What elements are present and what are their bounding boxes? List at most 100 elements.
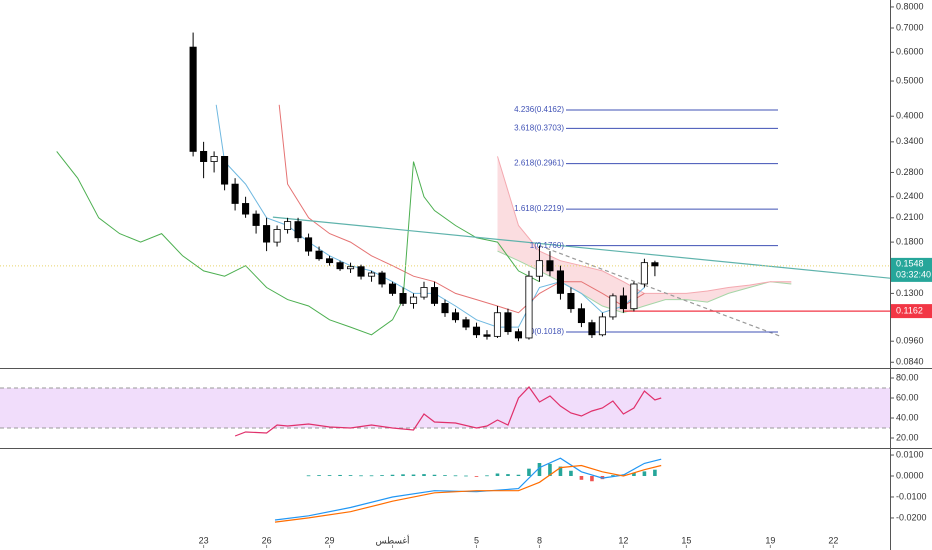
candle-body bbox=[189, 46, 197, 152]
candle-body bbox=[263, 225, 271, 243]
y-tick-label: 0.2400 bbox=[896, 191, 924, 201]
candle-body bbox=[598, 316, 606, 336]
fib-level-label: 4.236(0.4162) bbox=[514, 105, 564, 114]
candle-body bbox=[472, 326, 481, 336]
candle-body bbox=[378, 272, 386, 285]
histogram-bar bbox=[558, 466, 563, 477]
y-tick-label: 0.5000 bbox=[896, 75, 924, 85]
y-tick-label: 80.00 bbox=[896, 372, 919, 382]
x-tick-label: 8 bbox=[537, 535, 542, 545]
candle-body bbox=[535, 260, 544, 277]
candle-body bbox=[231, 183, 239, 204]
fib-level-label: 3.618(0.3703) bbox=[514, 123, 564, 132]
histogram-bar bbox=[422, 474, 426, 477]
histogram-bar bbox=[632, 472, 636, 477]
candle-body bbox=[630, 283, 638, 310]
y-tick-label: 0.4000 bbox=[896, 111, 924, 121]
histogram-bar bbox=[590, 476, 594, 482]
y-tick-label: 0.0840 bbox=[896, 357, 924, 367]
alert-tag bbox=[891, 304, 932, 319]
candle-body bbox=[441, 303, 449, 314]
candle-body bbox=[483, 334, 491, 337]
candle-body bbox=[514, 331, 523, 339]
histogram-bar bbox=[380, 475, 384, 477]
candle-body bbox=[252, 213, 260, 226]
candle-body bbox=[221, 156, 229, 185]
candle-body bbox=[504, 312, 512, 333]
candle-body bbox=[567, 293, 575, 310]
y-tick-label: 0.3400 bbox=[896, 136, 924, 146]
candle-body bbox=[462, 319, 470, 328]
candle-body bbox=[588, 322, 596, 336]
candle-body bbox=[525, 275, 533, 339]
y-tick-label: 0.6000 bbox=[896, 47, 924, 57]
candle-body bbox=[430, 287, 439, 304]
histogram-bar bbox=[506, 474, 510, 477]
histogram-bar bbox=[653, 469, 657, 477]
y-tick-label: 0.7000 bbox=[896, 22, 924, 32]
ichimoku-cloud bbox=[497, 156, 792, 313]
y-tick-label: 0.0000 bbox=[896, 470, 924, 480]
y-tick-label: 0.0100 bbox=[896, 449, 924, 459]
histogram-bar bbox=[642, 471, 647, 477]
candle-body bbox=[242, 203, 250, 215]
candle-body bbox=[493, 312, 502, 337]
band-fill bbox=[0, 388, 890, 428]
countdown-label: 03:32:40 bbox=[896, 269, 931, 279]
x-tick-label: 26 bbox=[262, 535, 272, 545]
y-tick-label: 0.8000 bbox=[896, 1, 924, 11]
histogram-bar bbox=[548, 463, 552, 477]
histogram-bar bbox=[579, 476, 584, 480]
candle-body bbox=[294, 221, 302, 239]
histogram-bar bbox=[443, 475, 447, 477]
pane: 4.236(0.4162) 3.618(0.3703) 2.618(0.2961) 1… bbox=[0, 32, 890, 342]
candle-body bbox=[326, 258, 334, 264]
y-tick-label: 0.2100 bbox=[896, 212, 924, 222]
trend-line bbox=[272, 216, 890, 279]
last-price-label: 0.1548 bbox=[896, 258, 924, 268]
candle-body bbox=[210, 156, 218, 162]
fib-level-label: 0(0.1018) bbox=[530, 327, 565, 336]
pane bbox=[0, 386, 890, 437]
histogram-bar bbox=[359, 475, 363, 477]
pane bbox=[274, 457, 662, 523]
histogram-bar bbox=[317, 475, 321, 477]
cloud-span-a bbox=[497, 250, 792, 314]
x-tick-label: 23 bbox=[199, 535, 209, 545]
candle-body bbox=[284, 221, 292, 230]
x-tick-label: 12 bbox=[618, 535, 628, 545]
y-tick-label: 40.00 bbox=[896, 412, 919, 422]
histogram-bar bbox=[569, 470, 573, 477]
y-tick-label: 0.1800 bbox=[896, 236, 924, 246]
y-tick-label: 60.00 bbox=[896, 392, 919, 402]
candle-body bbox=[409, 296, 418, 304]
histogram-bar bbox=[495, 473, 500, 477]
candle-body bbox=[367, 272, 376, 277]
histogram-bar bbox=[527, 468, 531, 477]
candle-body bbox=[651, 262, 659, 267]
candle-body bbox=[388, 283, 397, 294]
candle-body bbox=[546, 260, 554, 272]
x-tick-label: 5 bbox=[474, 535, 479, 545]
candle-body bbox=[200, 150, 208, 162]
histogram-bar bbox=[611, 475, 615, 477]
alert-label: 0.1162 bbox=[896, 305, 923, 315]
fib-level-label: 2.618(0.2961) bbox=[514, 159, 564, 168]
y-tick-label: -0.0100 bbox=[896, 491, 927, 501]
candle-body bbox=[336, 262, 344, 270]
x-tick-label: 22 bbox=[828, 535, 838, 545]
candle-body bbox=[273, 229, 281, 243]
candle-body bbox=[640, 262, 648, 285]
x-tick-label: أغسطس bbox=[375, 533, 409, 546]
candle-body bbox=[619, 295, 627, 310]
x-tick-label: 19 bbox=[765, 535, 775, 545]
histogram-bar bbox=[411, 474, 416, 477]
y-tick-label: 20.00 bbox=[896, 432, 919, 442]
indicator-line bbox=[56, 151, 540, 336]
histogram-bar bbox=[348, 475, 353, 477]
x-tick-label: 15 bbox=[681, 535, 691, 545]
histogram-bar bbox=[453, 475, 458, 477]
fib-level-label: 1.618(0.2219) bbox=[514, 204, 564, 213]
histogram-bar bbox=[306, 475, 311, 477]
